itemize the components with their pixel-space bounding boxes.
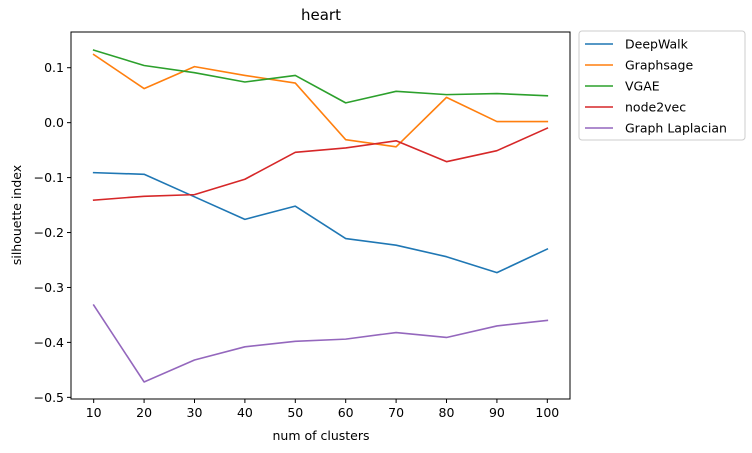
legend-entry-2: VGAE (625, 79, 660, 94)
y-axis: −0.5 −0.4 −0.3 −0.2 −0.1 0.0 0.1 (34, 60, 71, 405)
x-tick-label: 20 (136, 405, 152, 420)
y-tick-label: −0.1 (34, 170, 64, 185)
series-line-3 (92, 127, 549, 201)
x-tick-label: 100 (535, 405, 559, 420)
legend-entry-4: Graph Laplacian (625, 121, 727, 136)
series-line-2 (92, 49, 549, 104)
legend: DeepWalk Graphsage VGAE node2vec Graph Lapla… (578, 30, 746, 141)
x-tick-label: 30 (187, 405, 203, 420)
x-tick-label: 40 (237, 405, 253, 420)
legend-frame (578, 30, 746, 141)
chart-title: heart (301, 6, 341, 24)
x-tick-label: 60 (338, 405, 354, 420)
x-tick-label: 90 (489, 405, 505, 420)
legend-entry-3: node2vec (625, 100, 686, 115)
legend-entry-1: Graphsage (625, 58, 693, 73)
plot-frame (70, 31, 571, 400)
x-tick-label: 10 (86, 405, 102, 420)
legend-entry-0: DeepWalk (625, 37, 689, 52)
x-axis: 10 20 30 40 50 60 70 80 90 100 (86, 399, 559, 420)
series-line-0 (92, 171, 549, 274)
series-layer (92, 49, 549, 383)
x-tick-label: 70 (388, 405, 404, 420)
x-tick-label: 50 (287, 405, 303, 420)
y-tick-label: 0.1 (44, 60, 64, 75)
y-tick-label: −0.2 (34, 225, 64, 240)
y-tick-label: −0.4 (34, 335, 64, 350)
x-axis-label: num of clusters (272, 428, 369, 443)
x-tick-label: 80 (439, 405, 455, 420)
y-tick-label: −0.3 (34, 280, 64, 295)
series-line-1 (92, 53, 549, 148)
y-tick-label: −0.5 (34, 390, 64, 405)
y-axis-label: silhouette index (9, 165, 24, 265)
series-line-4 (92, 303, 549, 383)
y-tick-label: 0.0 (44, 115, 64, 130)
